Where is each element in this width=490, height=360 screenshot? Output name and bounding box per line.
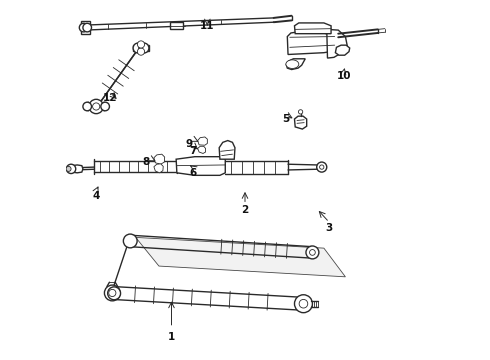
Circle shape xyxy=(89,99,103,114)
Polygon shape xyxy=(136,237,345,277)
Text: 12: 12 xyxy=(103,93,118,103)
Polygon shape xyxy=(197,137,207,145)
Circle shape xyxy=(298,110,303,114)
Circle shape xyxy=(108,287,121,300)
Circle shape xyxy=(139,43,149,53)
Text: 10: 10 xyxy=(336,71,351,81)
Circle shape xyxy=(299,300,308,308)
Circle shape xyxy=(83,23,92,32)
Polygon shape xyxy=(72,165,83,173)
Polygon shape xyxy=(287,31,338,54)
Polygon shape xyxy=(133,45,149,51)
Text: 9: 9 xyxy=(186,139,193,149)
Text: 3: 3 xyxy=(326,224,333,233)
Circle shape xyxy=(137,41,145,48)
Circle shape xyxy=(306,246,319,259)
Text: 8: 8 xyxy=(143,157,150,167)
Circle shape xyxy=(317,162,327,172)
Polygon shape xyxy=(81,21,90,34)
Circle shape xyxy=(101,102,109,111)
Circle shape xyxy=(104,285,120,301)
Circle shape xyxy=(137,48,145,55)
Polygon shape xyxy=(197,146,205,153)
Polygon shape xyxy=(286,59,305,69)
Polygon shape xyxy=(154,164,163,173)
Polygon shape xyxy=(154,154,165,164)
Ellipse shape xyxy=(286,60,299,68)
Polygon shape xyxy=(176,157,225,175)
Polygon shape xyxy=(335,45,350,55)
Text: 11: 11 xyxy=(200,21,215,31)
Circle shape xyxy=(93,103,100,110)
Circle shape xyxy=(109,289,116,297)
Polygon shape xyxy=(327,30,347,58)
Text: 7: 7 xyxy=(189,146,196,156)
Circle shape xyxy=(79,23,88,32)
Text: 2: 2 xyxy=(242,206,248,216)
Circle shape xyxy=(294,295,313,313)
Polygon shape xyxy=(294,116,307,129)
Text: 6: 6 xyxy=(189,168,196,178)
Polygon shape xyxy=(171,22,183,30)
Circle shape xyxy=(133,43,143,53)
Text: 5: 5 xyxy=(283,114,290,124)
Circle shape xyxy=(319,165,324,169)
Polygon shape xyxy=(219,140,235,159)
Circle shape xyxy=(67,164,76,174)
Circle shape xyxy=(123,234,137,248)
Text: 1: 1 xyxy=(168,332,175,342)
Text: 4: 4 xyxy=(93,191,100,201)
Circle shape xyxy=(310,249,315,255)
Circle shape xyxy=(83,102,92,111)
Polygon shape xyxy=(294,23,331,34)
Circle shape xyxy=(66,166,71,171)
